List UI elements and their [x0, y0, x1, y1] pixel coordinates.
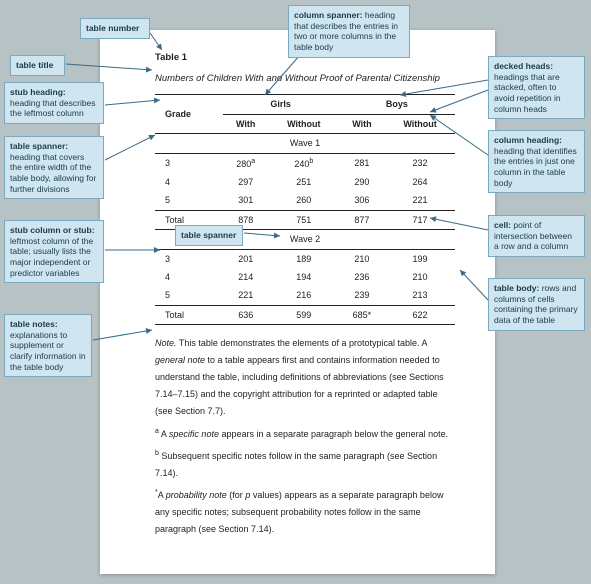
stub-heading: Grade	[155, 95, 223, 134]
cell: 239	[339, 286, 385, 305]
cell: 599	[269, 305, 339, 324]
cell: 3	[155, 153, 223, 173]
table-row: 5 221 216 239 213	[155, 286, 455, 305]
general-note: Note. Note. This table demonstrates the …	[155, 335, 455, 420]
probability-note: *A probability note (for p values) appea…	[155, 486, 455, 538]
table-total-row: Total 636 599 685* 622	[155, 305, 455, 324]
cell: 290	[339, 173, 385, 191]
callout-stub-heading: stub heading: heading that describes the…	[4, 82, 104, 124]
callout-decked-heads: decked heads: headings that are stacked,…	[488, 56, 585, 119]
cell: 301	[223, 191, 269, 210]
table-notes: Note. Note. This table demonstrates the …	[155, 335, 455, 538]
callout-table-spanner-mini: table spanner	[175, 225, 243, 246]
specific-note-a: a A specific note appears in a separate …	[155, 425, 455, 443]
cell: 221	[385, 191, 455, 210]
cell: 5	[155, 286, 223, 305]
cell: 194	[269, 268, 339, 286]
column-heading: With	[223, 114, 269, 133]
cell: 216	[269, 286, 339, 305]
column-heading: Without	[385, 114, 455, 133]
cell: 189	[269, 249, 339, 268]
cell: 622	[385, 305, 455, 324]
callout-table-notes: table notes: explanations to supplement …	[4, 314, 92, 377]
table-row: 3 201 189 210 199	[155, 249, 455, 268]
callout-column-heading: column heading: heading that identifies …	[488, 130, 585, 193]
cell: 221	[223, 286, 269, 305]
table-row: 4 297 251 290 264	[155, 173, 455, 191]
table-row: 5 301 260 306 221	[155, 191, 455, 210]
callout-column-spanner: column spanner: heading that describes t…	[288, 5, 410, 58]
cell: Total	[155, 305, 223, 324]
column-heading: Without	[269, 114, 339, 133]
cell: 251	[269, 173, 339, 191]
cell: 214	[223, 268, 269, 286]
cell: 232	[385, 153, 455, 173]
table-title: Numbers of Children With and Without Pro…	[155, 71, 455, 86]
callout-table-title: table title	[10, 55, 65, 76]
specific-note-b: b Subsequent specific notes follow in th…	[155, 447, 455, 482]
cell: 4	[155, 268, 223, 286]
callout-table-number: table number	[80, 18, 150, 39]
table-row: 3 280a 240b 281 232	[155, 153, 455, 173]
cell: 306	[339, 191, 385, 210]
cell: 685*	[339, 305, 385, 324]
cell: 236	[339, 268, 385, 286]
cell: 877	[339, 210, 385, 229]
callout-table-body: table body: rows and columns of cells co…	[488, 278, 585, 331]
callout-stub-column: stub column or stub: leftmost column of …	[4, 220, 104, 283]
cell: 201	[223, 249, 269, 268]
column-heading: With	[339, 114, 385, 133]
callout-cell: cell: point of intersection between a ro…	[488, 215, 585, 257]
table-spanner-wave1: Wave 1	[155, 134, 455, 153]
table-row: 4 214 194 236 210	[155, 268, 455, 286]
column-spanner-girls: Girls	[223, 95, 339, 114]
cell: 213	[385, 286, 455, 305]
cell: 199	[385, 249, 455, 268]
cell: 264	[385, 173, 455, 191]
cell: 5	[155, 191, 223, 210]
cell: 751	[269, 210, 339, 229]
cell: 240b	[269, 153, 339, 173]
cell: 280a	[223, 153, 269, 173]
document-page: Table 1 Numbers of Children With and Wit…	[100, 30, 495, 574]
callout-table-spanner: table spanner: heading that covers the e…	[4, 136, 104, 199]
cell: 210	[385, 268, 455, 286]
cell: 636	[223, 305, 269, 324]
column-spanner-boys: Boys	[339, 95, 455, 114]
cell: 4	[155, 173, 223, 191]
cell: 297	[223, 173, 269, 191]
cell: 281	[339, 153, 385, 173]
cell: 260	[269, 191, 339, 210]
cell: 210	[339, 249, 385, 268]
cell: 717	[385, 210, 455, 229]
data-table: Grade Girls Boys With Without With Witho…	[155, 94, 455, 325]
cell: 3	[155, 249, 223, 268]
